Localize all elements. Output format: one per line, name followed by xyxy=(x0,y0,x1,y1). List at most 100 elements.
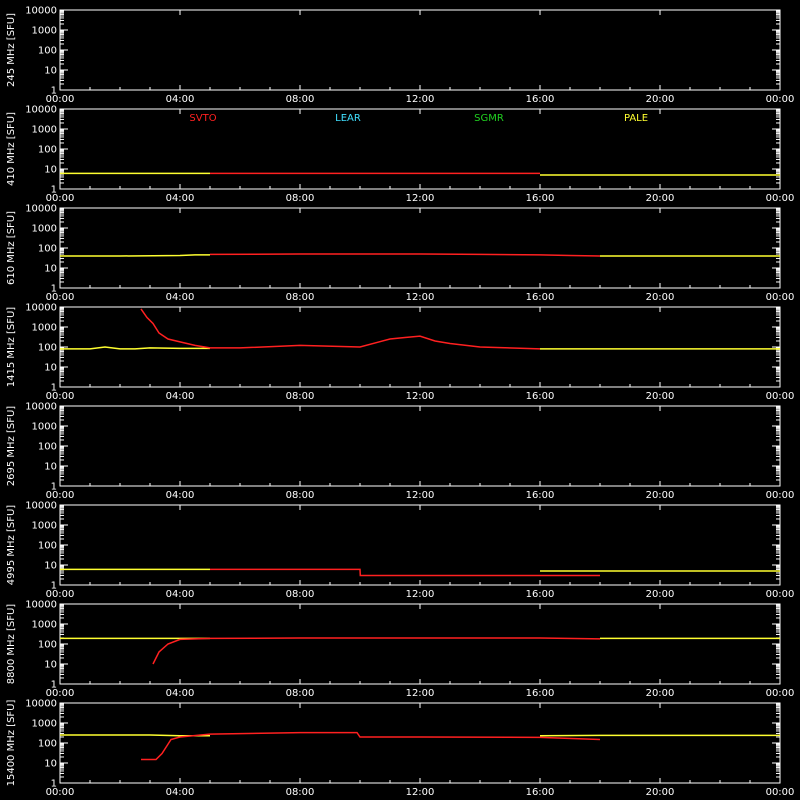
x-tick-label: 00:00 xyxy=(46,688,75,699)
x-tick-label: 08:00 xyxy=(286,391,315,402)
y-tick-label: 1000 xyxy=(32,26,57,37)
x-tick-label: 12:00 xyxy=(406,292,435,303)
y-tick-label: 10000 xyxy=(25,204,57,215)
y-tick-label: 1 xyxy=(51,185,57,196)
series-line-svto xyxy=(210,568,600,577)
x-tick-label: 16:00 xyxy=(526,787,555,798)
y-tick-label: 100 xyxy=(38,541,57,552)
y-tick-label: 100 xyxy=(38,640,57,651)
panel-frame xyxy=(59,108,781,190)
legend-lear: LEAR xyxy=(335,113,361,124)
y-tick-label: 100 xyxy=(38,739,57,750)
x-tick-label: 12:00 xyxy=(406,490,435,501)
y-tick-label: 1 xyxy=(51,383,57,394)
y-tick-label: 1 xyxy=(51,779,57,790)
y-tick-label: 1 xyxy=(51,581,57,592)
x-tick-label: 20:00 xyxy=(646,94,675,105)
panel-frame xyxy=(59,405,781,487)
x-tick-label: 20:00 xyxy=(646,589,675,600)
y-tick-label: 1000 xyxy=(32,323,57,334)
x-tick-label: 16:00 xyxy=(526,688,555,699)
y-tick-label: 10000 xyxy=(25,501,57,512)
y-tick-label: 10 xyxy=(44,66,57,77)
y-tick-label: 1 xyxy=(51,680,57,691)
y-tick-label: 1000 xyxy=(32,224,57,235)
x-tick-label: 08:00 xyxy=(286,193,315,204)
y-tick-label: 10000 xyxy=(25,699,57,710)
x-tick-label: 08:00 xyxy=(286,787,315,798)
panel-ylabel: 1415 MHz [SFU] xyxy=(6,307,17,388)
y-tick-label: 10000 xyxy=(25,600,57,611)
y-tick-label: 10 xyxy=(44,660,57,671)
series-line-pale xyxy=(60,346,210,350)
x-tick-label: 00:00 xyxy=(46,193,75,204)
panel-ylabel: 15400 MHz [SFU] xyxy=(6,700,17,787)
x-tick-label: 00:00 xyxy=(766,94,795,105)
legend-sgmr: SGMR xyxy=(474,113,504,124)
x-tick-label: 00:00 xyxy=(766,391,795,402)
y-tick-label: 1000 xyxy=(32,125,57,136)
x-tick-label: 20:00 xyxy=(646,391,675,402)
x-tick-label: 00:00 xyxy=(766,688,795,699)
x-tick-label: 16:00 xyxy=(526,589,555,600)
x-tick-label: 20:00 xyxy=(646,292,675,303)
y-tick-label: 10 xyxy=(44,561,57,572)
panel-ylabel: 245 MHz [SFU] xyxy=(6,13,17,87)
y-tick-label: 1000 xyxy=(32,422,57,433)
y-tick-label: 10000 xyxy=(25,402,57,413)
x-tick-label: 00:00 xyxy=(46,787,75,798)
x-tick-label: 20:00 xyxy=(646,193,675,204)
y-tick-label: 100 xyxy=(38,145,57,156)
y-tick-label: 1 xyxy=(51,86,57,97)
x-tick-label: 04:00 xyxy=(166,589,195,600)
x-tick-label: 12:00 xyxy=(406,688,435,699)
x-tick-label: 08:00 xyxy=(286,490,315,501)
x-tick-label: 12:00 xyxy=(406,589,435,600)
y-tick-label: 100 xyxy=(38,343,57,354)
x-tick-label: 00:00 xyxy=(766,490,795,501)
y-tick-label: 10000 xyxy=(25,6,57,17)
x-tick-label: 00:00 xyxy=(766,193,795,204)
x-tick-label: 04:00 xyxy=(166,688,195,699)
x-tick-label: 04:00 xyxy=(166,94,195,105)
y-tick-label: 100 xyxy=(38,442,57,453)
y-tick-label: 1000 xyxy=(32,719,57,730)
x-tick-label: 00:00 xyxy=(46,94,75,105)
panel-ylabel: 2695 MHz [SFU] xyxy=(6,406,17,487)
y-tick-label: 100 xyxy=(38,244,57,255)
x-tick-label: 08:00 xyxy=(286,688,315,699)
y-tick-label: 1000 xyxy=(32,521,57,532)
panel-ylabel: 8800 MHz [SFU] xyxy=(6,604,17,685)
x-tick-label: 08:00 xyxy=(286,589,315,600)
y-tick-label: 10 xyxy=(44,462,57,473)
series-line-pale xyxy=(60,254,210,257)
series-line-svto xyxy=(209,253,601,257)
x-tick-label: 00:00 xyxy=(766,589,795,600)
legend-svto: SVTO xyxy=(189,113,216,124)
y-tick-label: 1 xyxy=(51,482,57,493)
x-tick-label: 00:00 xyxy=(766,292,795,303)
x-tick-label: 20:00 xyxy=(646,787,675,798)
x-tick-label: 04:00 xyxy=(166,391,195,402)
x-tick-label: 08:00 xyxy=(286,292,315,303)
legend-pale: PALE xyxy=(624,113,648,124)
y-tick-label: 1000 xyxy=(32,620,57,631)
x-tick-label: 16:00 xyxy=(526,490,555,501)
x-tick-label: 04:00 xyxy=(166,193,195,204)
panel-frame xyxy=(59,504,781,586)
x-tick-label: 04:00 xyxy=(166,787,195,798)
y-tick-label: 10000 xyxy=(25,105,57,116)
x-tick-label: 16:00 xyxy=(526,193,555,204)
x-tick-label: 00:00 xyxy=(46,490,75,501)
x-tick-label: 00:00 xyxy=(766,787,795,798)
x-tick-label: 16:00 xyxy=(526,391,555,402)
series-line-svto xyxy=(140,308,541,350)
y-tick-label: 100 xyxy=(38,46,57,57)
panel-frame xyxy=(59,9,781,91)
y-tick-label: 10 xyxy=(44,363,57,374)
x-tick-label: 16:00 xyxy=(526,292,555,303)
panel-ylabel: 4995 MHz [SFU] xyxy=(6,505,17,586)
x-tick-label: 20:00 xyxy=(646,688,675,699)
x-tick-label: 00:00 xyxy=(46,292,75,303)
